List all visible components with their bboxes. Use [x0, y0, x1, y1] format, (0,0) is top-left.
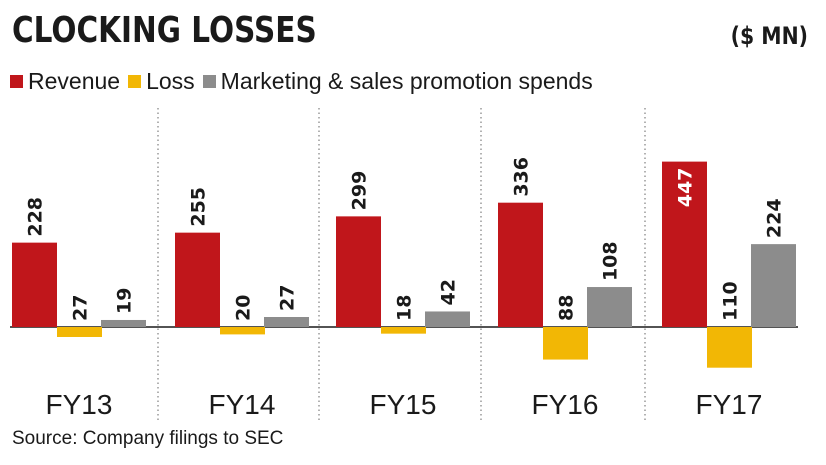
value-label-revenue-fy16: 336: [511, 157, 533, 197]
legend-item-revenue: Revenue: [10, 68, 120, 95]
category-label-fy17: FY17: [696, 389, 763, 420]
bar-chart: 228 27 19 FY13 255 20 27 FY14 299 18 42 FY15 336 88 10…: [10, 108, 798, 420]
value-label-revenue-fy14: 255: [188, 187, 210, 227]
bar-revenue-fy17: [662, 161, 707, 327]
category-label-fy14: FY14: [209, 389, 276, 420]
bar-loss-fy15: [381, 327, 426, 334]
bar-revenue-fy13: [12, 242, 57, 327]
value-label-marketing-fy13: 19: [114, 288, 136, 314]
legend: Revenue Loss Marketing & sales promotion…: [10, 68, 601, 95]
bar-revenue-fy14: [175, 232, 220, 327]
bar-marketing-fy17: [751, 244, 796, 327]
source-note: Source: Company filings to SEC: [12, 428, 284, 449]
chart-title: CLOCKING LOSSES: [12, 10, 317, 51]
value-label-marketing-fy14: 27: [277, 285, 299, 311]
bar-loss-fy16: [543, 327, 588, 360]
value-label-loss-fy15: 18: [394, 295, 416, 321]
category-label-fy15: FY15: [370, 389, 437, 420]
legend-item-marketing: Marketing & sales promotion spends: [202, 68, 593, 95]
bar-marketing-fy16: [587, 287, 632, 327]
value-label-marketing-fy15: 42: [438, 279, 460, 305]
legend-swatch-marketing: [202, 75, 216, 88]
bar-revenue-fy15: [336, 216, 381, 327]
category-label-fy13: FY13: [46, 389, 113, 420]
value-label-revenue-fy17: 447: [675, 168, 697, 208]
legend-label-marketing: Marketing & sales promotion spends: [220, 68, 593, 94]
value-label-marketing-fy16: 108: [600, 241, 622, 281]
value-label-loss-fy16: 88: [556, 295, 578, 321]
bar-loss-fy14: [220, 327, 265, 335]
legend-label-loss: Loss: [146, 68, 195, 94]
bar-marketing-fy15: [425, 311, 470, 327]
value-label-revenue-fy15: 299: [349, 171, 371, 211]
legend-swatch-revenue: [10, 75, 23, 88]
bar-loss-fy13: [57, 327, 102, 337]
unit-label: ($ MN): [730, 22, 808, 50]
legend-swatch-loss: [128, 75, 142, 88]
value-label-marketing-fy17: 224: [764, 198, 786, 238]
category-label-fy16: FY16: [532, 389, 599, 420]
bar-loss-fy17: [707, 327, 752, 368]
value-label-loss-fy14: 20: [233, 295, 255, 321]
bar-marketing-fy14: [264, 317, 309, 327]
legend-item-loss: Loss: [128, 68, 195, 95]
legend-label-revenue: Revenue: [28, 68, 121, 94]
value-label-loss-fy17: 110: [720, 281, 742, 321]
value-label-revenue-fy13: 228: [25, 197, 47, 237]
bar-revenue-fy16: [498, 202, 543, 327]
bar-marketing-fy13: [101, 319, 146, 327]
value-label-loss-fy13: 27: [70, 295, 92, 321]
